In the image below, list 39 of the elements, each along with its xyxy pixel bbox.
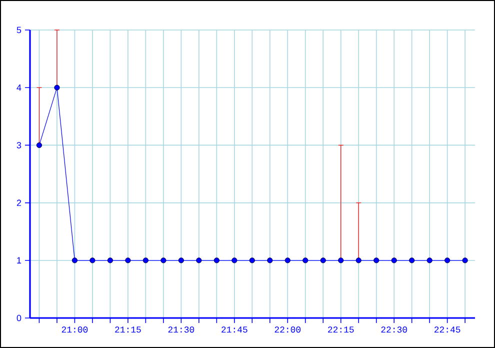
point [267,258,273,264]
x-tick-label: 22:30 [381,326,407,333]
point [178,258,184,264]
point [444,258,450,264]
point [36,142,42,148]
point [391,258,397,264]
point [374,258,380,264]
x-tick-label: 21:45 [222,326,248,333]
x-tick-label: 21:00 [62,326,88,333]
point [232,258,238,264]
point [54,84,60,90]
point [160,258,166,264]
point [356,258,362,264]
point [302,258,308,264]
point [249,258,255,264]
x-tick-label: 22:00 [274,326,301,333]
point [125,258,131,264]
point [107,258,113,264]
x-tick-label: 22:15 [328,326,354,333]
point [338,258,344,264]
x-tick-label: 21:30 [168,326,194,333]
x-tick-label: 22:45 [434,326,460,333]
y-tick-label: 3 [16,142,22,148]
y-tick-label: 1 [17,257,22,264]
point [196,258,202,264]
point [320,258,326,264]
x-tick-label: 21:15 [115,326,141,333]
point [462,258,468,264]
point [90,258,96,264]
point [214,258,220,264]
point [426,258,432,264]
y-tick-label: 0 [16,314,22,322]
point [409,258,415,264]
point [142,258,148,264]
y-tick-label: 4 [16,84,22,91]
point [72,258,78,264]
point [284,258,290,264]
y-tick-label: 5 [16,26,22,34]
y-tick-label: 2 [16,200,22,206]
